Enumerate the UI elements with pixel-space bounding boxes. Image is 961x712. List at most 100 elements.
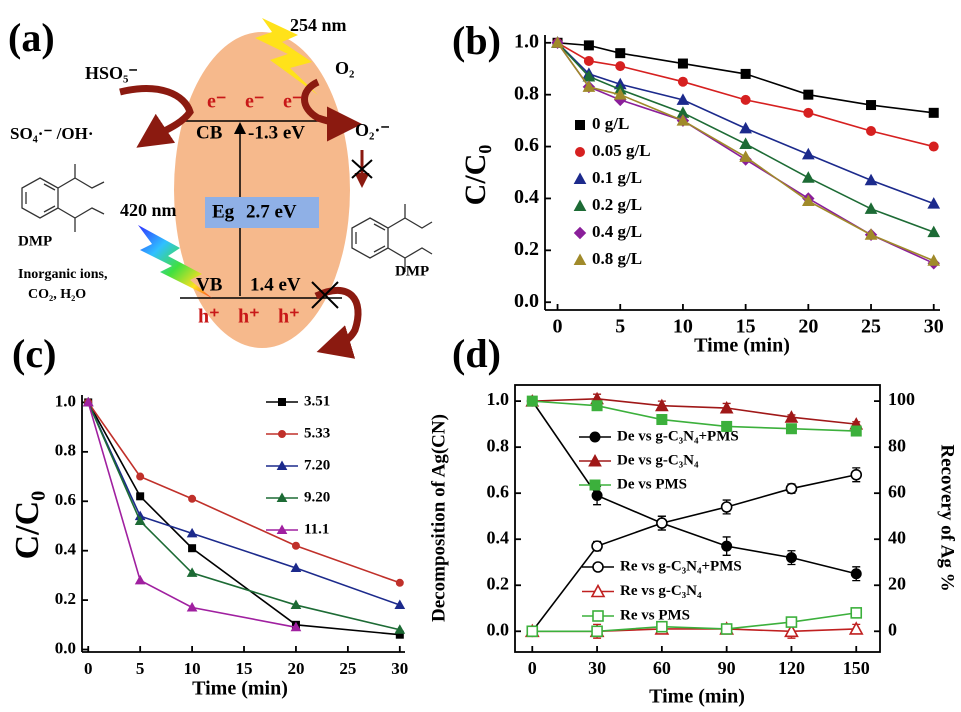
data-point — [656, 517, 668, 529]
y-tick-label: 0.2 — [487, 573, 510, 593]
product-label: O₂·⁻ — [355, 120, 390, 140]
legend-label: Re vs PMS — [620, 607, 690, 623]
y-axis-label: C/C₀ — [459, 145, 492, 206]
y-tick-label: 0.4 — [55, 540, 77, 559]
data-point — [583, 40, 594, 51]
data-point — [784, 623, 799, 638]
series-line — [87, 402, 400, 636]
hole: h⁺ — [198, 306, 220, 328]
legend-label: Re vs g-C₃N₄+PMS — [620, 558, 742, 574]
block-mark — [351, 159, 373, 179]
molecule-label: DMP — [18, 233, 52, 249]
data-point — [615, 61, 626, 72]
panel-label: (c) — [12, 331, 56, 376]
potential-label: 1.4 eV — [250, 274, 301, 295]
y-tick-label: 0.4 — [514, 186, 539, 208]
potential-label: -1.3 eV — [248, 122, 305, 143]
data-point — [136, 472, 145, 481]
data-point — [290, 621, 302, 632]
electron: e⁻ — [283, 91, 302, 113]
data-point — [583, 55, 594, 66]
series-line — [87, 402, 400, 631]
data-point — [803, 89, 814, 100]
x-axis-label: Time (min) — [649, 686, 745, 708]
data-point — [186, 601, 198, 612]
data-point — [655, 398, 669, 412]
data-point — [188, 544, 197, 553]
series-line — [87, 401, 401, 584]
legend-marker — [575, 147, 585, 157]
y-tick-label: 0.6 — [514, 134, 539, 156]
data-point — [927, 197, 941, 209]
visible-light — [138, 225, 212, 298]
hole: h⁺ — [238, 306, 260, 328]
data-point — [785, 423, 797, 435]
o2-arrow — [301, 78, 362, 142]
series-line — [531, 473, 857, 632]
x-tick-label: 90 — [718, 658, 736, 678]
legend-label: 7.20 — [304, 457, 330, 473]
series-line — [556, 42, 935, 205]
dmp-molecule — [351, 204, 433, 272]
x-tick-label: 15 — [236, 659, 253, 678]
x-tick-label: 30 — [391, 659, 408, 678]
legend-marker — [278, 398, 286, 406]
data-point — [864, 228, 878, 240]
data-point — [740, 68, 751, 79]
data-point — [526, 625, 539, 638]
data-point — [785, 552, 797, 564]
products-label: Inorganic ions, — [18, 267, 107, 282]
data-point — [719, 400, 734, 414]
y-tick-label: 1.0 — [55, 391, 76, 410]
data-point — [866, 100, 877, 111]
data-point — [864, 202, 878, 214]
panel-label: (b) — [452, 18, 501, 63]
x-tick-label: 30 — [588, 658, 606, 678]
x-tick-label: 25 — [861, 316, 881, 338]
panel-label: (a) — [8, 15, 55, 60]
series-line — [556, 42, 935, 262]
data-point — [656, 620, 668, 633]
semiconductor — [174, 32, 350, 348]
legend-marker — [575, 120, 585, 130]
series-line — [557, 41, 934, 114]
legend-label: 5.33 — [304, 425, 330, 441]
series-line — [556, 42, 935, 233]
y-tick-label: 0.8 — [55, 441, 76, 460]
x-tick-label: 10 — [673, 316, 693, 338]
legend-marker — [588, 453, 602, 467]
data-point — [739, 150, 752, 162]
series-line — [557, 42, 934, 148]
data-point — [928, 141, 939, 152]
data-point — [591, 540, 603, 552]
y-tick-label: 0.0 — [514, 290, 539, 312]
panel-label: (d) — [452, 331, 501, 376]
data-point — [720, 623, 733, 635]
data-point — [291, 541, 300, 550]
gap-box — [205, 197, 319, 228]
y-tick-label: 0.8 — [487, 435, 510, 455]
radical-label: SO₄·⁻ /OH· — [10, 124, 94, 143]
legend-marker — [590, 583, 606, 598]
data-point — [720, 501, 733, 513]
x-tick-label: 60 — [653, 658, 671, 678]
x-tick-label: 15 — [736, 316, 756, 338]
hole: h⁺ — [278, 306, 300, 328]
data-point — [784, 410, 799, 423]
y-tick-label: 1.0 — [487, 389, 510, 409]
data-point — [394, 599, 406, 610]
block-mark — [311, 281, 339, 309]
y2-tick-label: 20 — [888, 573, 906, 593]
pms-arrow — [119, 85, 194, 148]
data-point — [290, 562, 302, 572]
legend-label: De vs g-C₃N₄ — [617, 452, 699, 468]
y-tick-label: 0.2 — [514, 238, 539, 260]
data-point — [928, 107, 939, 118]
y-tick-label: 0.8 — [514, 82, 539, 104]
y2-tick-label: 60 — [888, 481, 906, 501]
data-point — [613, 88, 627, 100]
y-tick-label: 0.0 — [487, 619, 510, 639]
legend-marker — [278, 430, 286, 438]
legend-marker — [589, 479, 601, 491]
panel-a: (a) 254 nm HSO₅⁻ O₂ e⁻ e⁻ e⁻ SO₄·⁻ /OH· … — [8, 15, 433, 359]
